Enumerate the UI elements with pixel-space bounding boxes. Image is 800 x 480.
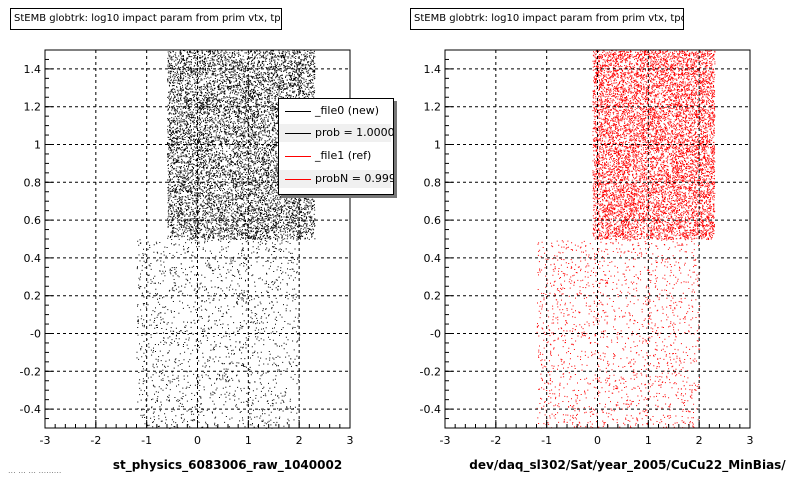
x-tick-label: 3 bbox=[347, 434, 354, 447]
legend-label: probN = 0.999800 bbox=[315, 172, 393, 185]
y-tick-label: 1.2 bbox=[424, 101, 442, 114]
x-tick-label: -1 bbox=[541, 434, 552, 447]
legend-line-icon bbox=[285, 179, 311, 180]
y-tick-label: 1.2 bbox=[24, 101, 42, 114]
x-tick-label: 1 bbox=[245, 434, 252, 447]
x-tick-label: -1 bbox=[141, 434, 152, 447]
x-tick-label: -2 bbox=[490, 434, 501, 447]
right-panel: StEMB globtrk: log10 impact param from p… bbox=[400, 0, 800, 480]
y-tick-label: 0.4 bbox=[424, 252, 442, 265]
y-tick-label: -0.2 bbox=[20, 365, 41, 378]
y-tick-label: 0.6 bbox=[24, 214, 42, 227]
legend-label: _file0 (new) bbox=[315, 104, 380, 117]
legend-label: _file1 (ref) bbox=[315, 149, 372, 162]
scatter-plot: -3 -2 -1 0 1 2 3 -0.4 -0.2 -0 0.2 0.4 0.6 0.8 1 1.2 1.4 s… bbox=[20, 49, 354, 473]
y-tick-label: 0.2 bbox=[24, 290, 42, 303]
legend-entry: prob = 1.000000 bbox=[279, 124, 394, 142]
y-tick-label: -0.4 bbox=[20, 403, 41, 416]
y-tick-label: -0 bbox=[430, 328, 441, 341]
y-tick-label: 0.8 bbox=[424, 176, 442, 189]
x-tick-label: -3 bbox=[40, 434, 51, 447]
chart-title: StEMB globtrk: log10 impact param from p… bbox=[410, 8, 684, 30]
legend: _file0 (new) prob = 1.000000 _file1 (ref… bbox=[278, 98, 394, 195]
y-tick-label: 1 bbox=[434, 139, 441, 152]
chart-title: StEMB globtrk: log10 impact param from p… bbox=[10, 8, 282, 30]
y-tick-label: 0.4 bbox=[24, 252, 42, 265]
left-panel: StEMB globtrk: log10 impact param from p… bbox=[8, 8, 394, 475]
x-tick-label: -2 bbox=[90, 434, 101, 447]
y-tick-label: -0 bbox=[30, 328, 41, 341]
y-tick-label: 0.6 bbox=[424, 214, 442, 227]
y-tick-label: 1 bbox=[34, 139, 41, 152]
legend-entry: _file1 (ref) bbox=[279, 147, 391, 165]
x-tick-label: 0 bbox=[594, 434, 601, 447]
x-tick-label: -3 bbox=[440, 434, 451, 447]
y-tick-label: -0.4 bbox=[420, 403, 441, 416]
x-tick-label: 0 bbox=[194, 434, 201, 447]
y-tick-label: 0.2 bbox=[424, 290, 442, 303]
y-tick-label: 0.8 bbox=[24, 176, 42, 189]
y-tick-label: 1.4 bbox=[424, 63, 442, 76]
x-axis-label: st_physics_6083006_raw_1040002 bbox=[113, 458, 342, 473]
legend-entry: _file0 (new) bbox=[279, 102, 391, 120]
scatter-marks bbox=[536, 50, 716, 429]
grid bbox=[445, 50, 750, 428]
x-axis-label: dev/daq_sl302/Sat/year_2005/CuCu22_MinBi… bbox=[469, 458, 786, 473]
legend-line-icon bbox=[285, 111, 311, 112]
scatter-plot: -3 -2 -1 0 1 2 3 -0.4 -0.2 -0 0.2 0.4 0.6 0.8 1 1.2 1.4 d… bbox=[420, 49, 786, 473]
footer-text: ... ... ... ......... bbox=[8, 466, 62, 475]
grid bbox=[45, 50, 350, 428]
legend-entry: probN = 0.999800 bbox=[279, 170, 393, 188]
x-tick-label: 1 bbox=[645, 434, 652, 447]
x-tick-label: 3 bbox=[747, 434, 754, 447]
legend-label: prob = 1.000000 bbox=[315, 126, 394, 139]
y-tick-label: -0.2 bbox=[420, 365, 441, 378]
scatter-points bbox=[536, 50, 716, 429]
x-tick-label: 2 bbox=[696, 434, 703, 447]
legend-line-icon bbox=[285, 156, 311, 157]
y-tick-label: 1.4 bbox=[24, 63, 42, 76]
x-tick-label: 2 bbox=[296, 434, 303, 447]
legend-line-icon bbox=[285, 133, 311, 134]
